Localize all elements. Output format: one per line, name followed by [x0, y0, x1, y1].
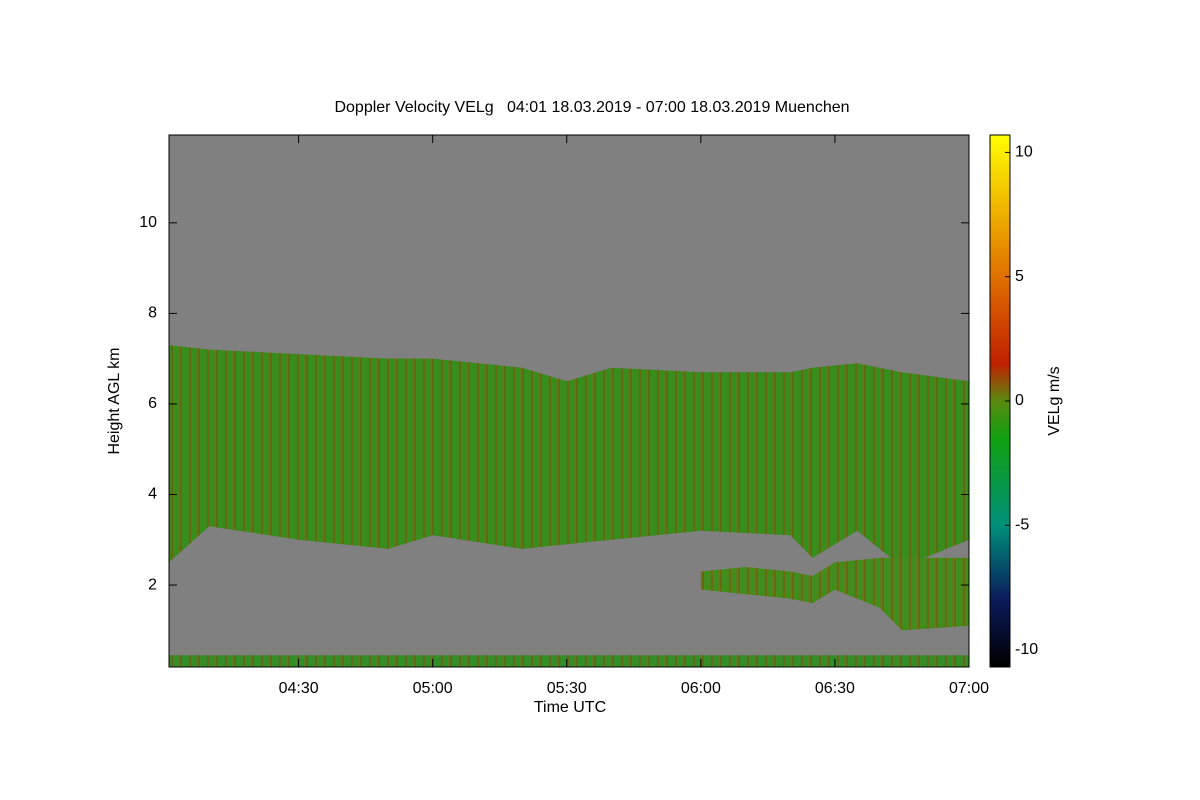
y-tick-label: 6 [148, 395, 157, 412]
x-tick-label: 06:30 [815, 680, 855, 697]
y-axis-label: Height AGL km [106, 347, 123, 454]
colorbar-tick-label: -10 [1015, 641, 1038, 658]
y-tick-label: 8 [148, 305, 157, 322]
x-tick-label: 05:00 [413, 680, 453, 697]
colorbar-tick-label: 0 [1015, 392, 1024, 409]
x-tick-label: 04:30 [279, 680, 319, 697]
echo-texture [169, 655, 969, 667]
colorbar-tick-label: 5 [1015, 268, 1024, 285]
colorbar-tick-label: 10 [1015, 144, 1033, 161]
chart-title: Doppler Velocity VELg 04:01 18.03.2019 -… [334, 99, 849, 116]
plot-frame [168, 134, 970, 668]
x-tick-label: 07:00 [949, 680, 989, 697]
x-tick-label: 06:00 [681, 680, 721, 697]
echo-texture [700, 557, 969, 631]
y-tick-label: 4 [148, 486, 157, 503]
y-tick-label: 2 [148, 576, 157, 593]
x-tick-label: 05:30 [547, 680, 587, 697]
y-tick-label: 10 [139, 214, 157, 231]
colorbar-label: VELg m/s [1046, 366, 1063, 435]
colorbar-tick-label: -5 [1015, 517, 1029, 534]
x-axis-label: Time UTC [534, 699, 606, 716]
echo-texture [169, 345, 969, 567]
